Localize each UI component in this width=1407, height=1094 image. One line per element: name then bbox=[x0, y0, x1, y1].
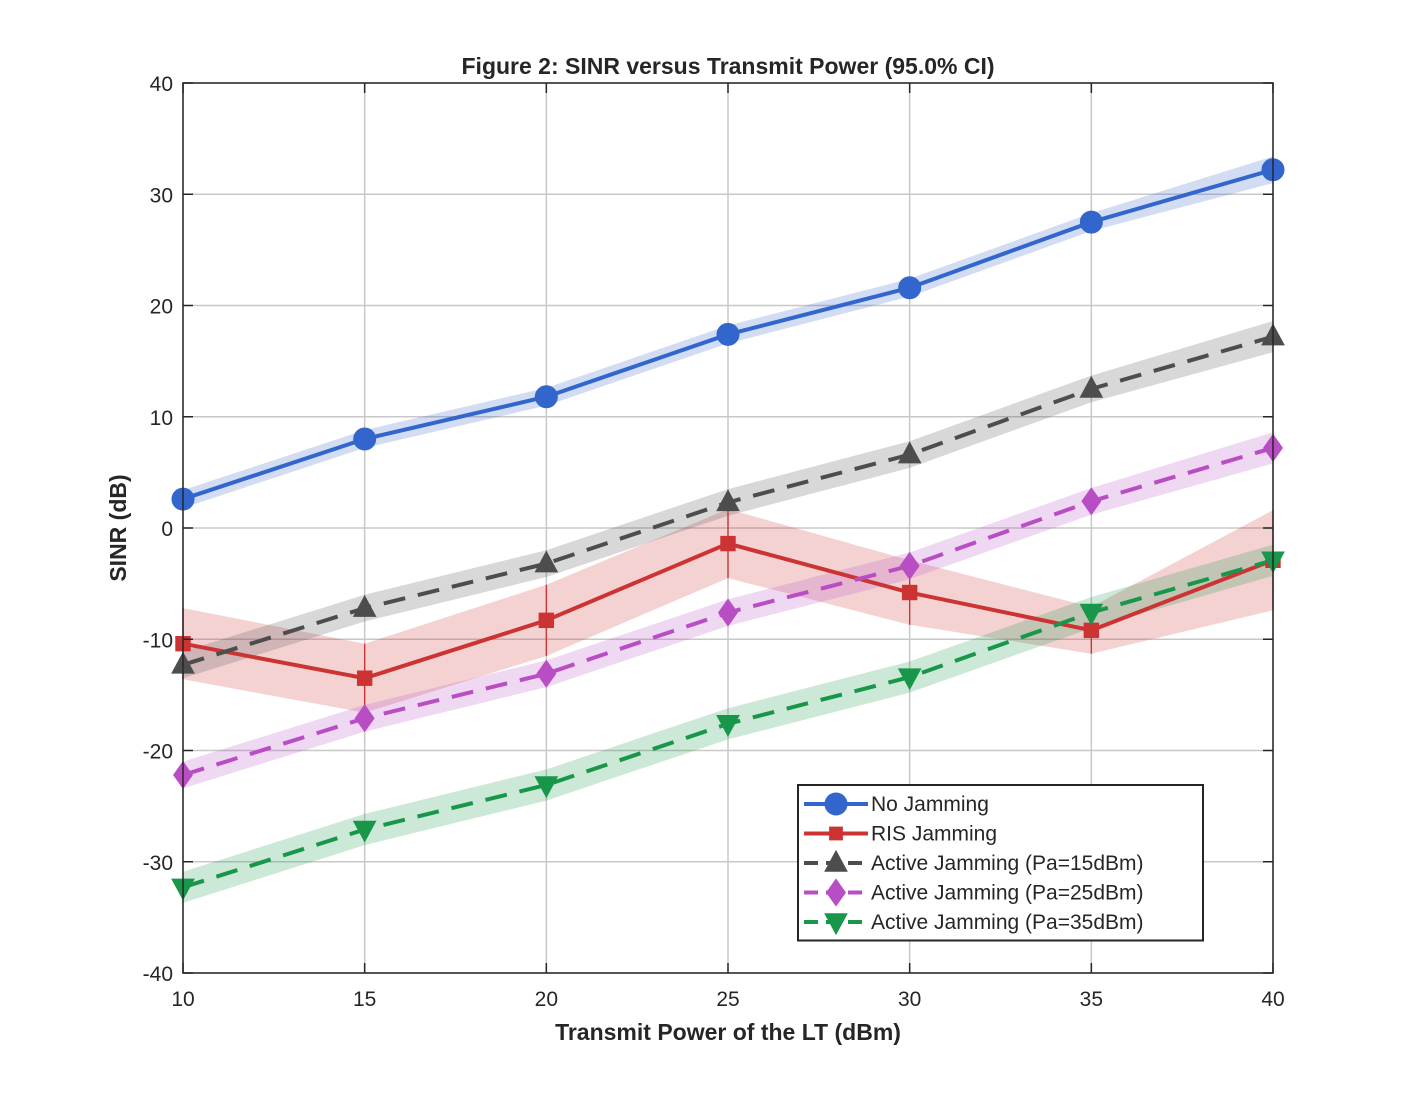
series-2-point bbox=[720, 535, 736, 552]
series-4-point bbox=[536, 659, 557, 688]
series-3-point bbox=[897, 441, 922, 464]
legend-marker bbox=[824, 913, 848, 936]
y-tick-label: -30 bbox=[143, 852, 173, 875]
x-tick-label: 35 bbox=[1080, 988, 1103, 1011]
x-axis-label: Transmit Power of the LT (dBm) bbox=[555, 1019, 901, 1045]
series-5-point bbox=[716, 715, 740, 737]
x-tick-labels: 10 15 20 25 30 35 40 bbox=[171, 988, 1284, 1011]
x-tick-label: 10 bbox=[171, 988, 194, 1011]
series-1-point bbox=[716, 322, 740, 346]
legend-marker bbox=[829, 826, 843, 841]
x-tick-label: 30 bbox=[898, 988, 921, 1011]
y-axis-label: SINR (dB) bbox=[105, 474, 131, 581]
axis-ticks bbox=[182, 82, 1274, 974]
legend-marker bbox=[824, 849, 848, 872]
legend: No Jamming RIS Jamming Active Jamming (Pa=… bbox=[797, 784, 1204, 942]
series-5-point bbox=[897, 668, 922, 691]
y-tick-label: 0 bbox=[161, 518, 173, 541]
series-4-point bbox=[899, 551, 920, 580]
legend-label: Active Jamming (Pa=15dBm) bbox=[871, 852, 1144, 875]
y-tick-label: -20 bbox=[143, 741, 173, 764]
series-2-point bbox=[538, 612, 555, 629]
legend-label: No Jamming bbox=[871, 793, 989, 816]
series-5-point bbox=[352, 820, 377, 843]
series-1-point bbox=[534, 385, 558, 409]
series-2-point bbox=[901, 584, 918, 601]
legend-marker bbox=[826, 878, 846, 907]
series-4-point bbox=[718, 598, 738, 627]
series-markers bbox=[171, 158, 1285, 901]
x-tick-label: 25 bbox=[716, 988, 739, 1011]
legend-label: Active Jamming (Pa=25dBm) bbox=[871, 882, 1144, 905]
series-2-ci-band bbox=[183, 509, 1273, 713]
y-tick-label: 10 bbox=[150, 407, 173, 430]
legend-label: Active Jamming (Pa=35dBm) bbox=[871, 911, 1144, 934]
series-2-point bbox=[356, 670, 373, 686]
series-4-point bbox=[354, 704, 375, 733]
series-4-point bbox=[1081, 487, 1102, 516]
series-3-point bbox=[716, 489, 740, 512]
y-tick-label: -40 bbox=[143, 963, 173, 986]
series-1-point bbox=[353, 427, 377, 451]
series-3-point bbox=[1079, 375, 1104, 398]
x-tick-label: 15 bbox=[353, 988, 376, 1011]
legend-box bbox=[797, 784, 1204, 942]
y-tick-labels: -40 -30 -20 -10 0 10 20 30 40 bbox=[143, 73, 173, 986]
series-3-point bbox=[352, 594, 377, 617]
legend-marker bbox=[824, 792, 848, 816]
chart-title: Figure 2: SINR versus Transmit Power (95… bbox=[462, 53, 995, 79]
y-tick-label: -10 bbox=[143, 629, 173, 652]
y-tick-label: 40 bbox=[150, 73, 173, 96]
x-tick-label: 40 bbox=[1261, 988, 1284, 1011]
x-tick-label: 20 bbox=[535, 988, 558, 1011]
series-5-point bbox=[534, 776, 559, 799]
series-5-point bbox=[1079, 603, 1104, 626]
series-1-point bbox=[1079, 210, 1103, 234]
series-1-point bbox=[898, 276, 922, 300]
series-3-point bbox=[534, 550, 559, 573]
y-tick-label: 20 bbox=[150, 296, 173, 319]
y-tick-label: 30 bbox=[150, 184, 173, 207]
legend-label: RIS Jamming bbox=[871, 823, 997, 846]
